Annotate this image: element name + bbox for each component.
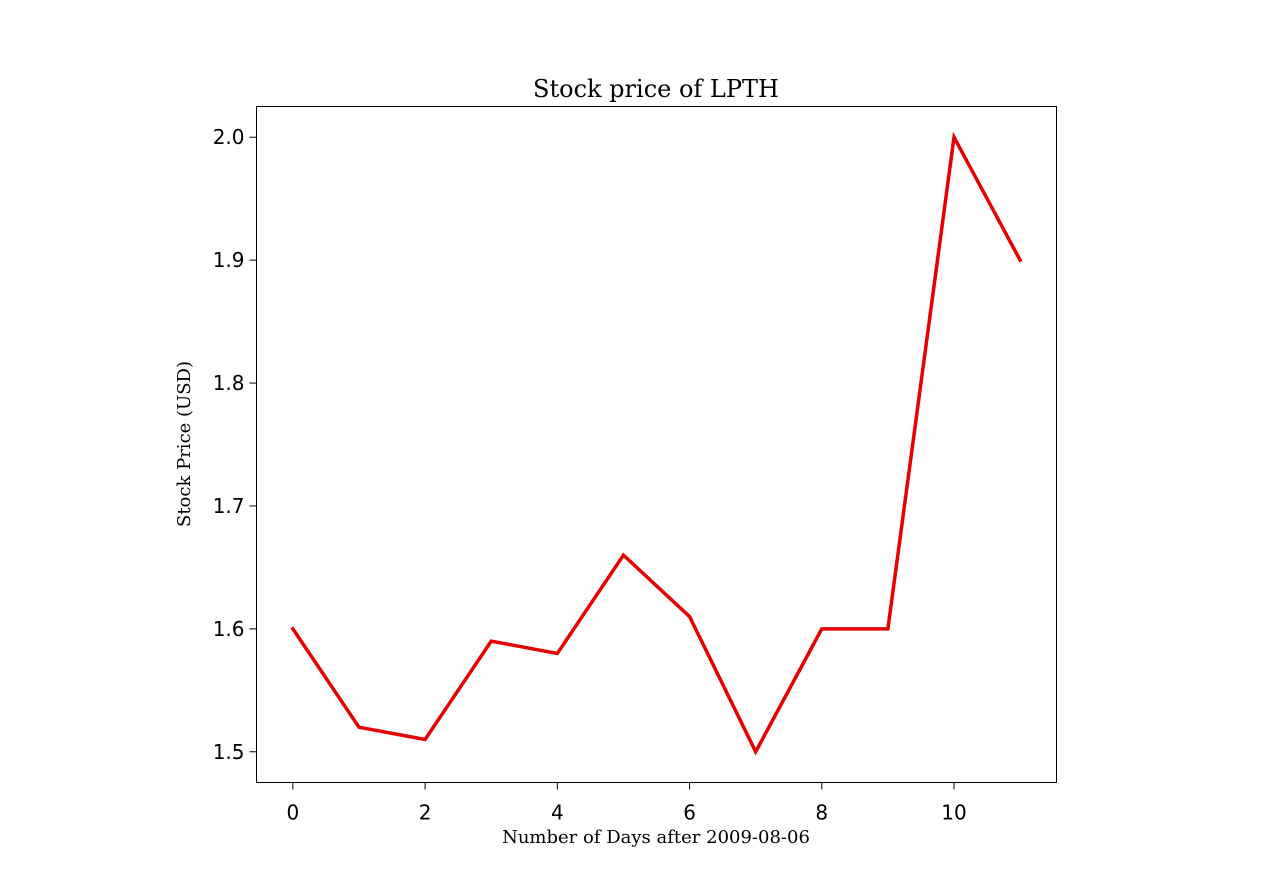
y-tick-label: 1.8 bbox=[213, 371, 245, 395]
plot-frame bbox=[256, 106, 1057, 783]
x-tick-label: 8 bbox=[815, 801, 828, 825]
y-tick-label: 1.5 bbox=[213, 740, 245, 764]
x-tick-label: 10 bbox=[941, 801, 966, 825]
y-axis-label: Stock Price (USD) bbox=[174, 361, 195, 527]
series-line bbox=[290, 131, 1023, 756]
x-tick-label: 4 bbox=[551, 801, 564, 825]
x-axis-label: Number of Days after 2009-08-06 bbox=[502, 827, 810, 848]
y-axis-ticks: 1.5 1.6 1.7 1.8 1.9 2.0 bbox=[213, 125, 257, 764]
chart-title: Stock price of LPTH bbox=[533, 75, 779, 103]
y-tick-label: 1.6 bbox=[213, 617, 245, 641]
y-tick-label: 1.9 bbox=[213, 248, 245, 272]
x-axis-ticks: 0 2 4 6 8 10 bbox=[286, 782, 967, 825]
y-tick-label: 1.7 bbox=[213, 494, 245, 518]
x-tick-label: 2 bbox=[419, 801, 432, 825]
y-tick-label: 2.0 bbox=[213, 125, 245, 149]
x-tick-label: 6 bbox=[683, 801, 696, 825]
x-tick-label: 0 bbox=[286, 801, 299, 825]
